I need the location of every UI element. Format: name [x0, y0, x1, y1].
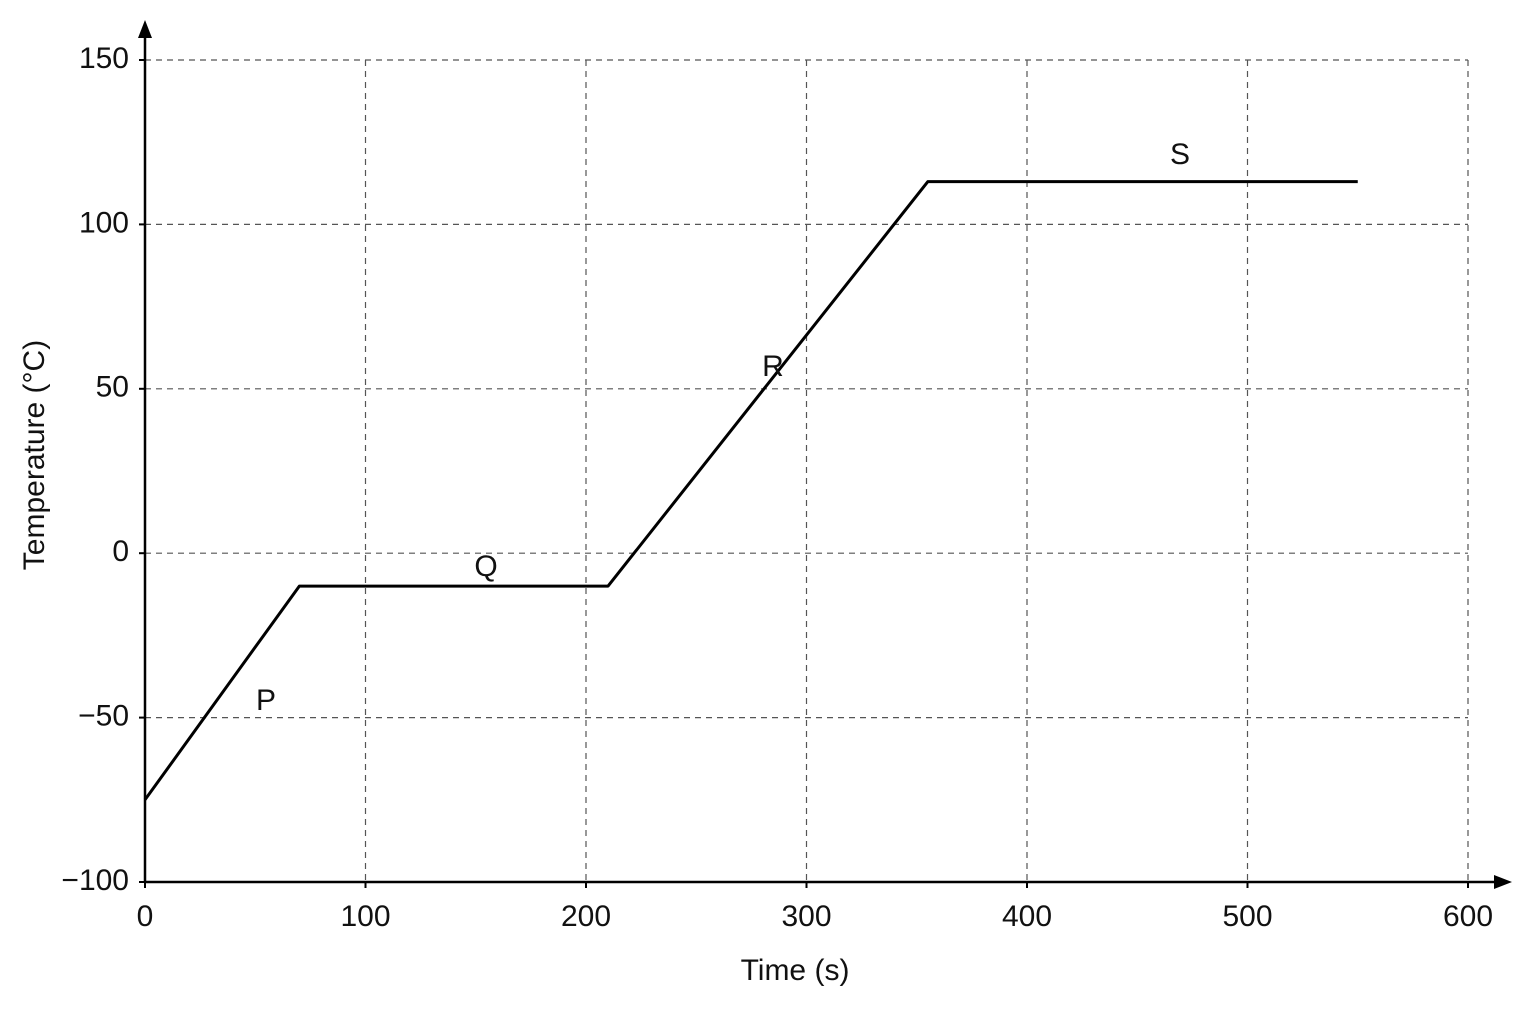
y-tick-label: −100 [61, 864, 129, 897]
x-axis-label: Time (s) [741, 954, 850, 987]
y-tick-label: 50 [96, 371, 129, 404]
y-tick-label: 150 [79, 42, 129, 75]
x-tick-label: 300 [781, 900, 831, 933]
segment-label: P [256, 684, 276, 717]
y-tick-label: 100 [79, 206, 129, 239]
x-tick-label: 200 [561, 900, 611, 933]
y-tick-label: −50 [78, 700, 129, 733]
x-tick-label: 100 [340, 900, 390, 933]
y-tick-label: 0 [112, 535, 129, 568]
x-tick-label: 400 [1002, 900, 1052, 933]
segment-label: R [762, 350, 784, 383]
x-tick-label: 500 [1222, 900, 1272, 933]
segment-label: Q [474, 550, 497, 583]
temperature-line [143, 180, 1358, 801]
y-axis-arrow [138, 20, 152, 38]
x-tick-label: 0 [137, 900, 154, 933]
x-tick-label: 600 [1443, 900, 1493, 933]
y-axis-label: Temperature (°C) [18, 340, 51, 570]
x-axis-arrow [1494, 875, 1512, 889]
segment-label: S [1170, 138, 1190, 171]
